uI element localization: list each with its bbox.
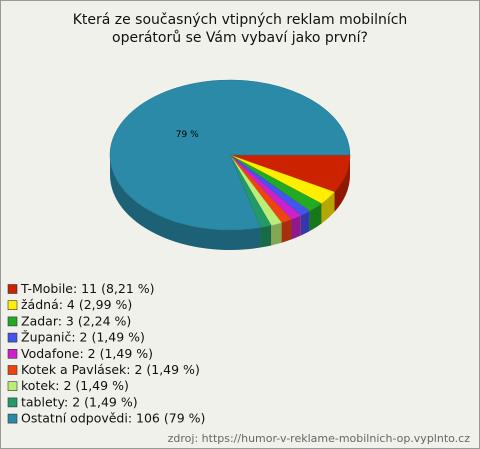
slice-side	[300, 211, 310, 236]
slice-side	[281, 219, 292, 243]
legend-swatch	[7, 397, 18, 408]
slice-side	[321, 192, 335, 224]
chart-title: Která ze současných vtipných reklam mobi…	[72, 12, 408, 46]
source: zdroj: https://humor-v-reklame-mobilnich…	[168, 432, 471, 445]
legend-swatch	[7, 348, 18, 359]
slice-side	[291, 215, 301, 240]
slice	[109, 79, 351, 231]
legend-label: žádná: 4 (2,99 %)	[21, 297, 132, 312]
legend-swatch	[7, 381, 18, 392]
legend-swatch	[7, 365, 18, 375]
legend-label: Zadar: 3 (2,24 %)	[21, 313, 131, 328]
slice-side	[334, 155, 350, 213]
legend-label: Ostatní odpovědi: 106 (79 %)	[21, 411, 205, 426]
legend-label: T-Mobile: 11 (8,21 %)	[20, 281, 155, 296]
legend-swatch	[7, 332, 18, 343]
legend-label: Vodafone: 2 (1,49 %)	[21, 346, 153, 361]
legend-label: Županič: 2 (1,49 %)	[21, 330, 145, 345]
legend-label: Kotek a Pavlásek: 2 (1,49 %)	[21, 362, 200, 377]
value-label: 79 %	[176, 130, 199, 140]
slice-side	[271, 222, 282, 246]
legend-label: kotek: 2 (1,49 %)	[21, 378, 129, 393]
legend-swatch	[7, 284, 18, 294]
legend-label: tablety: 2 (1,49 %)	[21, 394, 138, 409]
legend-swatch	[7, 316, 18, 327]
legend-swatch	[7, 300, 18, 311]
slice-side	[260, 225, 272, 248]
legend-swatch	[7, 413, 18, 424]
slice-side	[309, 203, 322, 232]
slice-side	[110, 155, 261, 250]
